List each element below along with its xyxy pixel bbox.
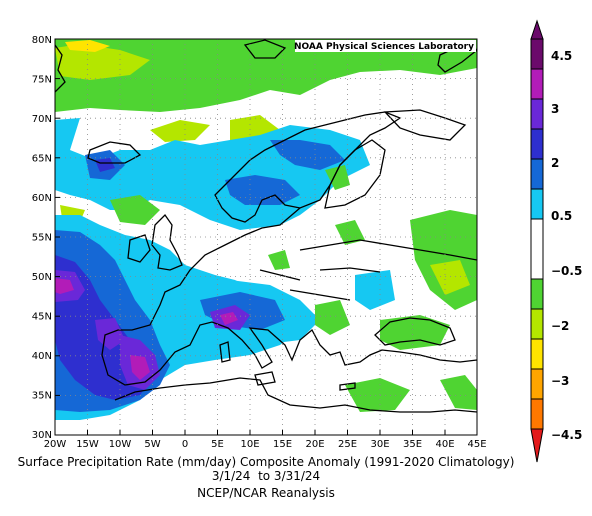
- credit-background: [295, 40, 476, 52]
- gridlines: [55, 39, 477, 435]
- colorbar-segment: [530, 278, 544, 310]
- dry-patch-finland: [325, 165, 350, 190]
- coast-mainland-west: [101, 207, 477, 386]
- coast-iceland: [87, 141, 142, 164]
- coast-scandinavia: [214, 111, 402, 223]
- dry-region-east-4: [315, 300, 350, 335]
- lon-tick-label: 45E: [467, 439, 486, 450]
- lat-tick-label: 70N: [32, 114, 52, 125]
- coastlines: [55, 39, 477, 413]
- dry-patch-arctic-1: [55, 44, 150, 80]
- lat-tick-label: 80N: [32, 35, 52, 46]
- lat-tick-label: 40N: [32, 351, 52, 362]
- lat-tick-label: 60N: [32, 193, 52, 204]
- coast-sicily: [254, 371, 276, 386]
- lat-tick-label: 65N: [32, 154, 52, 165]
- lat-tick-label: 30N: [32, 430, 52, 441]
- credit-label: NOAA Physical Sciences Laboratory: [294, 42, 474, 52]
- figure-title: Surface Precipitation Rate (mm/day) Comp…: [17, 455, 515, 469]
- tick-marks: [54, 78, 478, 435]
- lon-tick-labels: 20W 15W 10W 5W 0 5E 10E 15E 20E 25E 30E …: [44, 439, 487, 450]
- lon-tick-label: 20E: [305, 439, 324, 450]
- lat-tick-label: 75N: [32, 75, 52, 86]
- wet-core-iberia-4: [130, 355, 150, 380]
- lon-tick-label: 15W: [76, 439, 99, 450]
- data-source: NCEP/NCAR Reanalysis: [197, 486, 335, 500]
- coast-greenland: [55, 44, 66, 93]
- coast-ireland: [127, 234, 151, 263]
- colorbar-segment: [530, 98, 544, 130]
- lon-tick-label: 25E: [338, 439, 357, 450]
- coast-crete: [339, 382, 356, 391]
- dry-patch-norway: [110, 195, 160, 225]
- coast-sardinia: [219, 341, 231, 363]
- colorbar-segment: [530, 188, 544, 220]
- wet-core-iceland-2: [95, 158, 115, 172]
- colorbar-labels: 4.5 3 2 0.5 −0.5 −2 −3 −4.5: [551, 49, 582, 442]
- border-eastern-europe: [259, 239, 477, 301]
- coast-britain: [151, 213, 183, 271]
- wet-core-iberia-2: [55, 278, 74, 294]
- coast-black-sea: [374, 317, 456, 346]
- colorbar-segment: [530, 308, 544, 340]
- lon-tick-label: 30E: [370, 439, 389, 450]
- dry-region-north-africa: [345, 378, 410, 412]
- colorbar-segment: [530, 128, 544, 160]
- wet-patch-ukraine: [355, 270, 395, 310]
- colorbar-label: 3: [551, 102, 559, 116]
- colorbar-segment: [530, 398, 544, 430]
- colorbar-segment: [530, 158, 544, 190]
- wet-core-alps-2: [220, 312, 238, 325]
- dry-band-arctic: [55, 39, 477, 112]
- colorbar-top-arrow: [530, 19, 544, 40]
- lat-tick-label: 35N: [32, 391, 52, 402]
- date-range: 3/1/24 to 3/31/24: [211, 469, 321, 483]
- colorbar-label: 2: [551, 156, 559, 170]
- lon-tick-label: 35E: [403, 439, 422, 450]
- coast-finland: [324, 139, 386, 209]
- colorbar-label: 4.5: [551, 49, 572, 63]
- lon-tick-label: 5E: [211, 439, 224, 450]
- lon-tick-label: 0: [182, 439, 188, 450]
- dry-region-east-5: [380, 315, 450, 350]
- colorbar-label: −3: [551, 374, 569, 388]
- colorbar-segment: [530, 338, 544, 370]
- colorbar-segment: [530, 368, 544, 400]
- wet-core-baltic: [225, 175, 300, 205]
- coast-kola: [383, 109, 467, 141]
- lon-tick-label: 20W: [44, 439, 67, 450]
- lat-tick-label: 50N: [32, 272, 52, 283]
- colorbar-label: −0.5: [551, 264, 582, 278]
- lon-tick-label: 10E: [240, 439, 259, 450]
- wet-core-scandinavia: [270, 140, 345, 170]
- colorbar-label: 0.5: [551, 209, 572, 223]
- dry-patch-arctic-5: [380, 52, 440, 66]
- coast-north-africa: [114, 377, 477, 413]
- dry-region-east-3: [335, 220, 365, 245]
- lat-tick-label: 45N: [32, 312, 52, 323]
- colorbar: [530, 19, 544, 463]
- dry-region-levant: [440, 375, 477, 410]
- colorbar-segment: [530, 68, 544, 100]
- coast-svalbard: [243, 39, 287, 59]
- dry-region-east-6: [268, 250, 290, 270]
- wet-core-iberia-5: [95, 318, 125, 350]
- anomaly-field: [55, 39, 477, 435]
- dry-patch-arctic-4: [150, 120, 210, 142]
- dry-region-east-2: [430, 260, 470, 295]
- lon-tick-label: 5W: [144, 439, 160, 450]
- lat-tick-labels: 30N 35N 40N 45N 50N 55N 60N 65N 70N 75N …: [32, 35, 52, 441]
- colorbar-bottom-arrow: [530, 428, 544, 463]
- lon-tick-label: 15E: [273, 439, 292, 450]
- dry-patch-arctic-2: [65, 40, 110, 52]
- colorbar-segment: [530, 38, 544, 70]
- colorbar-label: −4.5: [551, 428, 582, 442]
- colorbar-segment: [530, 218, 544, 280]
- lon-tick-label: 10W: [109, 439, 132, 450]
- lat-tick-label: 55N: [32, 233, 52, 244]
- colorbar-label: −2: [551, 319, 569, 333]
- lon-tick-label: 40E: [435, 439, 454, 450]
